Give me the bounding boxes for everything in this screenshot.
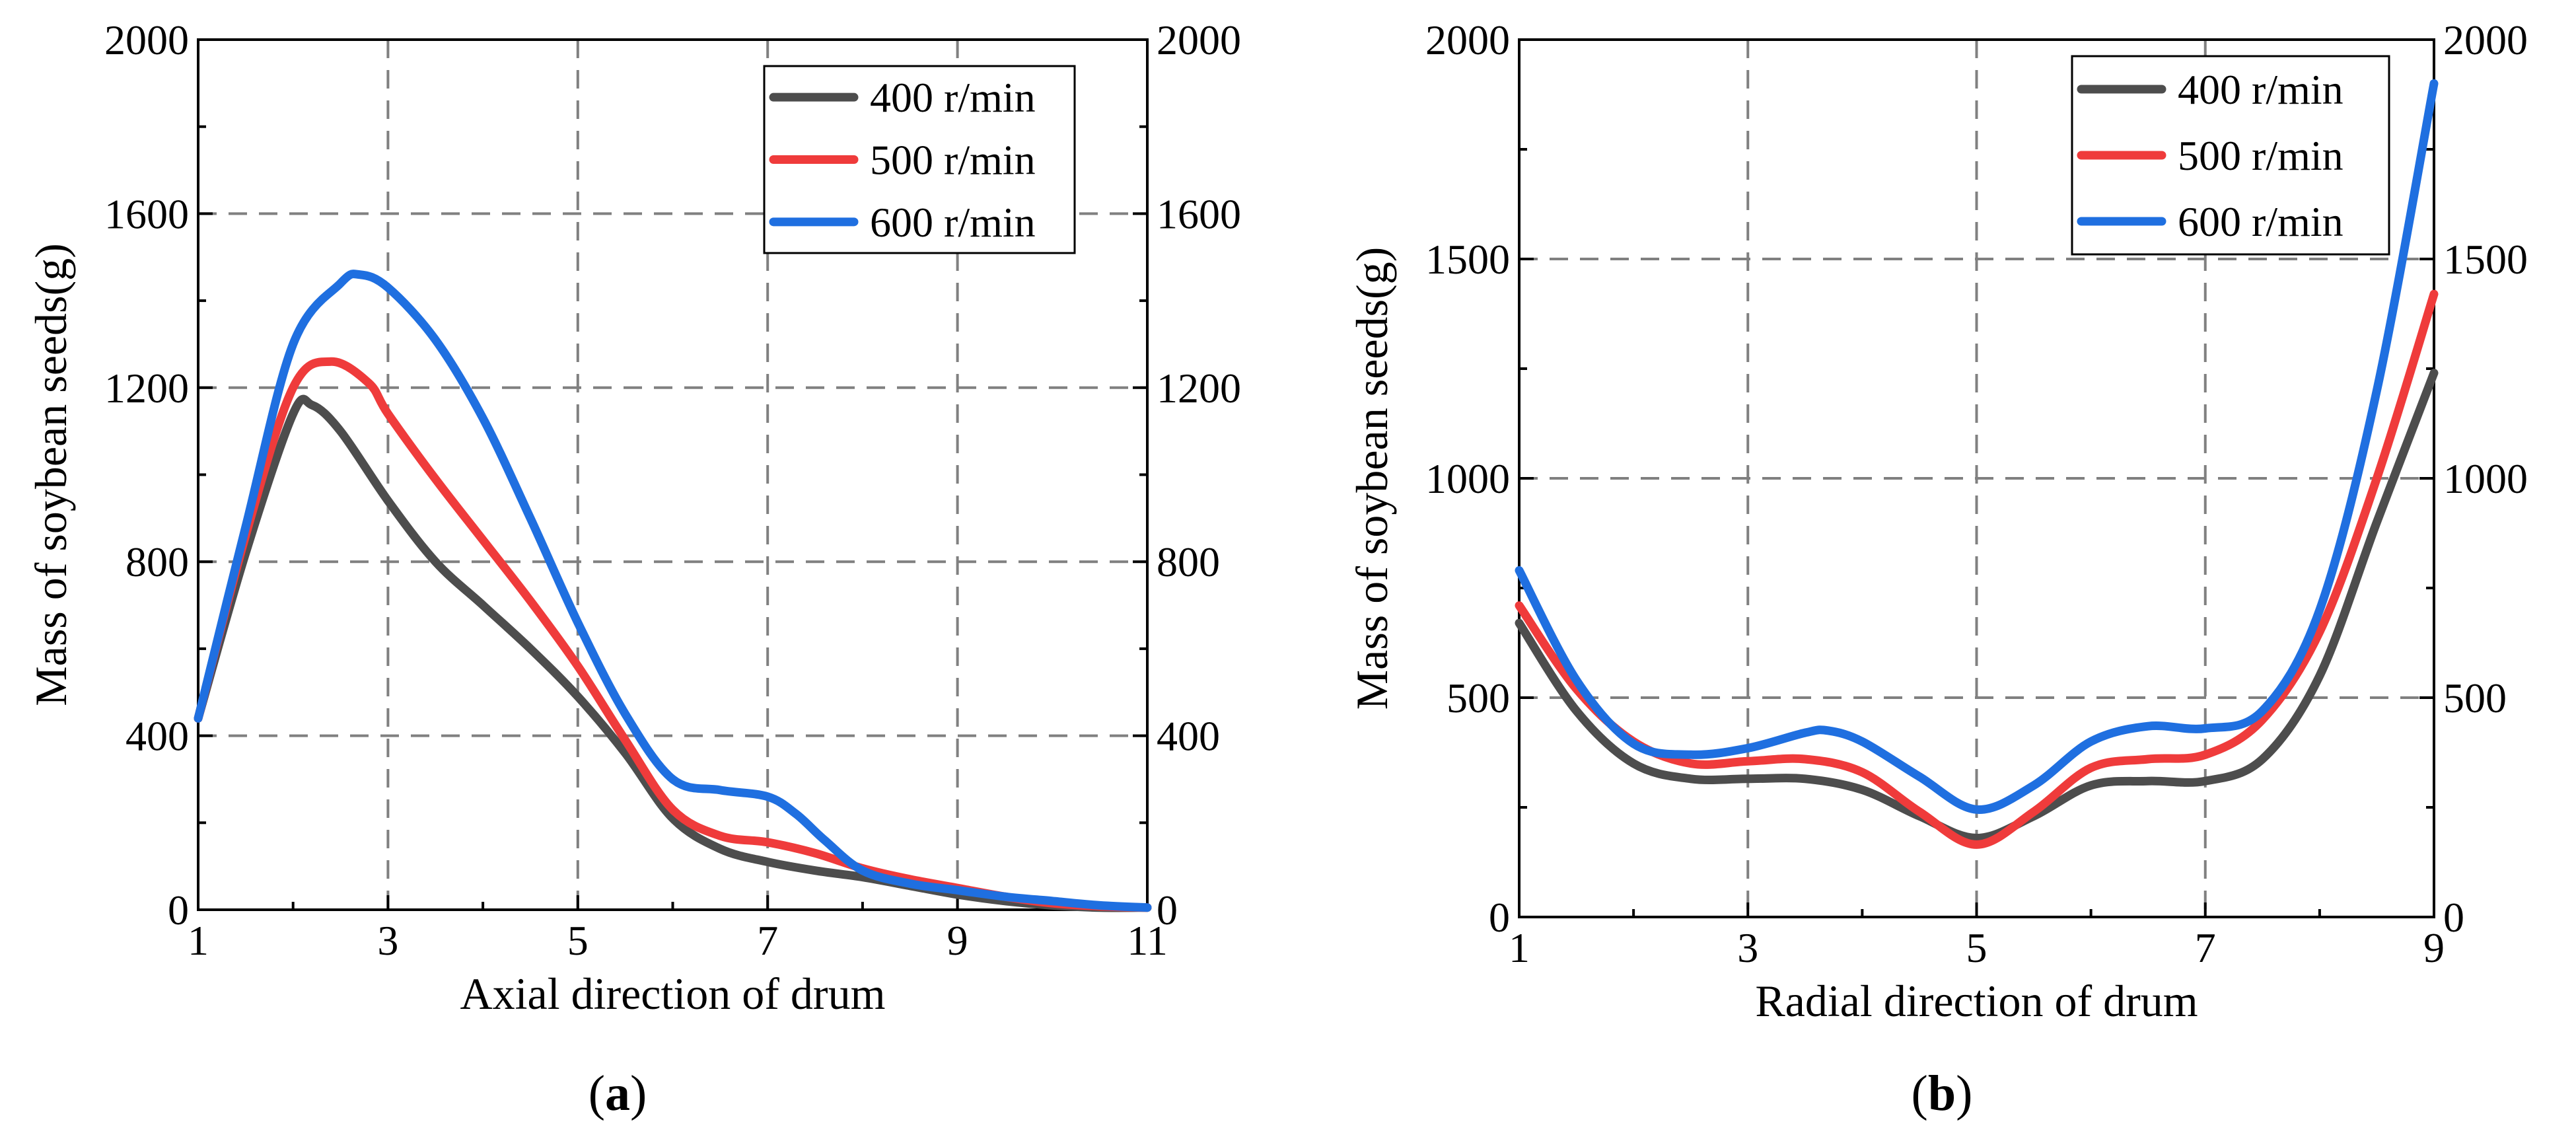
y-left-tick-label: 1600 (104, 190, 189, 237)
legend-label: 500 r/min (2178, 132, 2343, 179)
legend-label: 400 r/min (2178, 66, 2343, 113)
y-left-tick-label: 1500 (1425, 236, 1510, 283)
y-right-tick-label: 800 (1157, 538, 1220, 585)
x-tick-label: 3 (1737, 924, 1758, 971)
panel-caption: (b) (1912, 1066, 1973, 1121)
x-tick-label: 5 (567, 917, 589, 964)
y-axis-label: Mass of soybean seeds(g) (26, 243, 76, 706)
caption-letter: b (1928, 1066, 1956, 1121)
x-tick-label: 9 (2423, 924, 2445, 971)
legend-label: 600 r/min (870, 199, 1036, 246)
series-line-400 (194, 394, 1152, 912)
y-right-tick-label: 0 (2443, 894, 2464, 941)
legend: 400 r/min 500 r/min 600 r/min (763, 65, 1076, 254)
y-right-tick-label: 0 (1157, 887, 1178, 934)
y-right-tick-label: 1000 (2443, 455, 2528, 502)
y-left-tick-label: 1000 (1425, 455, 1510, 502)
y-right-tick-label: 2000 (1157, 17, 1241, 63)
y-right-tick-label: 1600 (1157, 190, 1241, 237)
y-right-tick-label: 400 (1157, 713, 1220, 760)
x-axis-label: Axial direction of drum (460, 969, 886, 1019)
series-line-500 (194, 357, 1152, 912)
panel-caption: (a) (589, 1066, 647, 1121)
x-tick-label: 3 (377, 917, 398, 964)
series-line-600 (1515, 79, 2439, 814)
y-right-tick-label: 1200 (1157, 365, 1241, 412)
legend: 400 r/min 500 r/min 600 r/min (2071, 55, 2390, 256)
y-right-tick-label: 1500 (2443, 236, 2528, 283)
x-tick-label: 11 (1127, 917, 1168, 964)
x-axis-label: Radial direction of drum (1755, 976, 2198, 1026)
y-right-tick-label: 2000 (2443, 17, 2528, 63)
y-left-tick-label: 2000 (104, 17, 189, 63)
x-tick-label: 1 (188, 917, 209, 964)
y-left-tick-label: 0 (168, 887, 189, 934)
y-axis-label: Mass of soybean seeds(g) (1347, 247, 1397, 710)
chart-panel-a: 1 3 5 7 9 11040080012001600200004008001200160… (26, 17, 1241, 1121)
y-left-tick-label: 800 (125, 538, 189, 585)
x-tick-label: 1 (1509, 924, 1530, 971)
series-line-600 (194, 270, 1152, 912)
y-right-tick-label: 500 (2443, 675, 2507, 721)
y-left-tick-label: 2000 (1425, 17, 1510, 63)
caption-letter: a (605, 1066, 630, 1121)
x-tick-label: 7 (2195, 924, 2216, 971)
x-tick-label: 5 (1966, 924, 1987, 971)
y-left-tick-label: 0 (1489, 894, 1510, 941)
legend-label: 600 r/min (2178, 198, 2343, 245)
legend-label: 400 r/min (870, 74, 1036, 121)
x-tick-label: 7 (757, 917, 778, 964)
y-left-tick-label: 500 (1447, 675, 1510, 721)
x-tick-label: 9 (947, 917, 968, 964)
series-line-500 (1515, 289, 2439, 849)
y-left-tick-label: 1200 (104, 365, 189, 412)
y-left-tick-label: 400 (125, 713, 189, 760)
chart-panel-b: 1 3 5 7 905001000150020000500100015002000Rad… (1347, 17, 2528, 1121)
legend-label: 500 r/min (870, 137, 1036, 184)
